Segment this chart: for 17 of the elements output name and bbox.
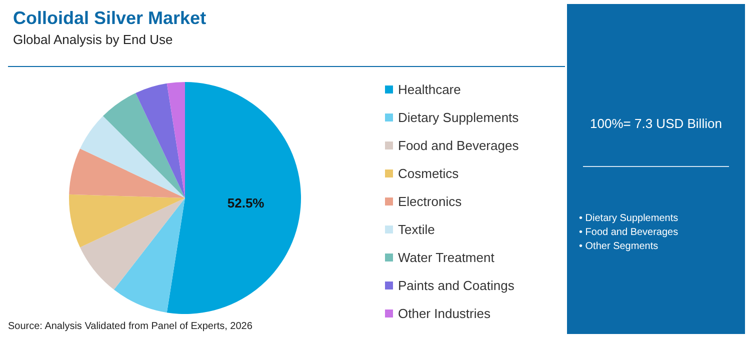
legend-label: Other Industries [398, 306, 491, 321]
text: • Food and Beverages [579, 226, 678, 240]
text: 100%= 7.3 USD Billion [589, 116, 723, 131]
legend-label: Food and Beverages [398, 138, 520, 153]
source-note: Source: Analysis Validated from Panel of Experts, 2026 [8, 321, 252, 332]
legend-label: Electronics [398, 194, 462, 209]
legend-label: Cosmetics [398, 166, 460, 181]
legend-label: Dietary Supplements [398, 110, 520, 125]
legend-label: Water Treatment [398, 250, 495, 265]
chart-title: Colloidal Silver Market [13, 8, 206, 28]
text: • Dietary Supplements [579, 212, 678, 226]
legend-label: Textile [398, 222, 435, 237]
legend-label: Paints and Coatings [398, 278, 515, 293]
legend-label: Healthcare [398, 82, 461, 97]
data-label: 52.5% [227, 195, 265, 210]
text: • Other Segments [579, 240, 660, 254]
chart-subtitle: Global Analysis by End Use [13, 32, 173, 47]
